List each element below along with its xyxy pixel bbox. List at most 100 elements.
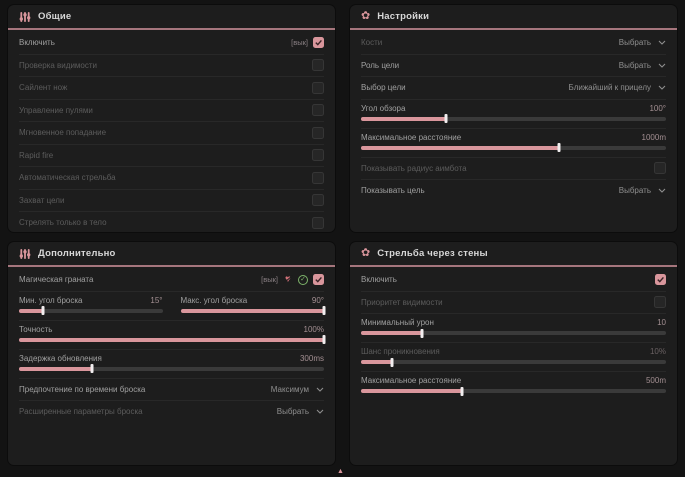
body-only-checkbox[interactable]: [312, 216, 324, 229]
penetration-chance-slider[interactable]: [361, 357, 666, 367]
accuracy-value: 100%: [303, 324, 324, 334]
min-throw-angle-value: 15°: [150, 295, 163, 305]
slider-thumb[interactable]: [41, 306, 45, 315]
accuracy-slider[interactable]: [19, 335, 326, 344]
keybind-badge: [вык]: [291, 38, 308, 48]
penetration-chance-slider-row: Шанс проникновения 10%: [361, 343, 666, 372]
panel-title: Общие: [38, 11, 72, 22]
throw-time-pref-select[interactable]: Максимум: [271, 385, 324, 394]
chevron-down-icon: [658, 85, 666, 91]
panel-settings: ✿ Настройки Кости Выбрать Роль цели Выбр…: [350, 5, 677, 232]
update-delay-value: 300ms: [299, 353, 324, 363]
panel-title: Стрельба через стены: [377, 248, 488, 259]
min-damage-slider-row: Минимальный урон 10: [361, 314, 666, 343]
visibility-priority-checkbox[interactable]: [654, 296, 666, 309]
min-damage-slider[interactable]: [361, 328, 666, 338]
panel-general: Общие Включить [вык] Проверка видимости …: [8, 5, 335, 232]
panel-wallbang-header: ✿ Стрельба через стены: [350, 242, 677, 267]
update-delay-slider[interactable]: [19, 364, 324, 373]
auto-shoot-row: Автоматическая стрельба: [19, 167, 324, 190]
magic-grenade-checkbox[interactable]: [313, 274, 324, 286]
max-throw-angle-slider[interactable]: [180, 306, 326, 315]
bones-select-row: Кости Выбрать: [361, 32, 666, 55]
chevron-down-icon: [316, 409, 324, 415]
fov-value: 100°: [649, 103, 666, 113]
check-icon: [315, 277, 322, 283]
rapid-fire-checkbox[interactable]: [312, 149, 324, 162]
panel-title: Дополнительно: [38, 248, 116, 259]
target-choice-select[interactable]: Ближайший к прицелу: [569, 83, 666, 92]
slider-thumb[interactable]: [420, 328, 424, 338]
show-aimbot-radius-row: Показывать радиус аимбота: [361, 158, 666, 180]
wallbang-enable-checkbox[interactable]: [655, 274, 666, 286]
sliders-icon: [19, 11, 31, 22]
chevron-down-icon: [658, 63, 666, 68]
fov-slider[interactable]: [361, 114, 666, 123]
target-role-select[interactable]: Выбрать: [619, 61, 666, 70]
max-distance-slider[interactable]: [361, 143, 666, 152]
check-icon: [315, 40, 322, 46]
broken-heart-icon: ♥: [282, 274, 294, 285]
wallbang-max-distance-slider[interactable]: [361, 386, 666, 396]
bullet-control-row: Управление пулями: [19, 100, 324, 122]
fov-slider-row: Угол обзора 100°: [361, 100, 666, 129]
min-throw-angle: Мин. угол броска 15°: [19, 296, 163, 317]
silent-knife-checkbox[interactable]: [312, 81, 324, 94]
max-throw-angle-value: 90°: [311, 295, 324, 305]
show-aimbot-radius-checkbox[interactable]: [654, 162, 666, 175]
max-distance-value: 1000m: [641, 132, 666, 142]
silent-knife-row: Сайлент нож: [19, 77, 324, 100]
throw-angle-sliders-row: Мин. угол броска 15° Макс. угол броска 9…: [19, 292, 326, 321]
auto-shoot-checkbox[interactable]: [312, 171, 324, 184]
body-only-row: Стрелять только в тело: [19, 212, 324, 232]
target-role-row: Роль цели Выбрать: [361, 55, 666, 77]
panel-settings-header: ✿ Настройки: [350, 5, 677, 30]
slider-thumb[interactable]: [90, 364, 94, 373]
bones-select[interactable]: Выбрать: [619, 38, 666, 47]
visibility-check-row: Проверка видимости: [19, 55, 324, 77]
advanced-throw-params-row: Расширенные параметры броска Выбрать: [19, 401, 324, 423]
max-distance-slider-row: Максимальное расстояние 1000m: [361, 129, 666, 158]
panel-title: Настройки: [377, 11, 430, 22]
accuracy-slider-row: Точность 100%: [19, 321, 326, 350]
wallbang-max-distance-value: 500m: [645, 376, 666, 385]
throw-time-pref-row: Предпочтение по времени броска Максимум: [19, 379, 324, 401]
slider-thumb[interactable]: [460, 386, 464, 396]
update-delay-slider-row: Задержка обновления 300ms: [19, 350, 324, 379]
chevron-down-icon: [658, 188, 666, 194]
target-choice-row: Выбор цели Ближайший к прицелу: [361, 77, 666, 100]
enable-toggle-row: Включить [вык]: [19, 32, 324, 55]
bullet-control-checkbox[interactable]: [312, 104, 324, 117]
advanced-throw-params-select[interactable]: Выбрать: [277, 407, 324, 416]
penetration-chance-value: 10%: [649, 347, 666, 356]
max-throw-angle: Макс. угол броска 90°: [180, 295, 326, 317]
visibility-priority-row: Приоритет видимости: [361, 292, 666, 314]
panel-general-header: Общие: [8, 5, 335, 30]
gear-icon: ✿: [361, 10, 371, 22]
instant-hit-checkbox[interactable]: [312, 126, 324, 139]
instant-hit-row: Мгновенное попадание: [19, 122, 324, 145]
panel-additional: Дополнительно Магическая граната [вык] ♥…: [8, 242, 335, 465]
sliders-icon: [19, 248, 31, 259]
row-label: Включить: [19, 38, 55, 48]
slider-thumb[interactable]: [390, 357, 393, 367]
target-lock-checkbox[interactable]: [312, 194, 324, 207]
chevron-down-icon: [658, 40, 666, 46]
wallbang-enable-row: Включить: [361, 269, 666, 292]
chevron-down-icon: [316, 387, 324, 392]
min-throw-angle-slider[interactable]: [19, 306, 163, 315]
slider-thumb[interactable]: [322, 335, 326, 344]
magic-grenade-row: Магическая граната [вык] ♥ ✓: [19, 269, 324, 292]
show-target-select[interactable]: Выбрать: [619, 186, 666, 195]
slider-thumb[interactable]: [557, 143, 561, 152]
slider-thumb[interactable]: [322, 306, 326, 315]
target-lock-row: Захват цели: [19, 190, 324, 212]
gear-icon: ✿: [361, 247, 371, 259]
enable-checkbox[interactable]: [313, 37, 324, 49]
scroll-up-icon[interactable]: ▲: [337, 468, 344, 475]
green-check-icon: ✓: [298, 274, 308, 285]
wallbang-max-distance-slider-row: Максимальное расстояние 500m: [361, 372, 666, 400]
panel-wallbang: ✿ Стрельба через стены Включить Приорите…: [350, 242, 677, 465]
slider-thumb[interactable]: [444, 114, 448, 123]
visibility-check-checkbox[interactable]: [312, 59, 324, 72]
